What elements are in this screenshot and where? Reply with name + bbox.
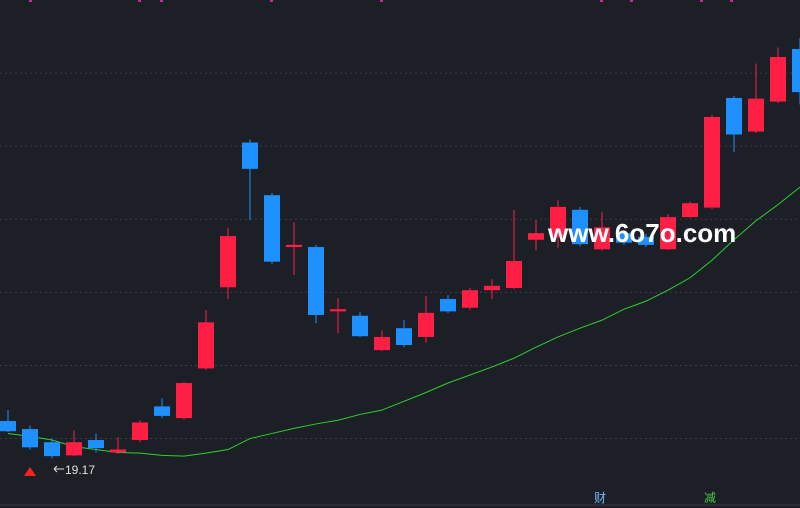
- candle-body: [726, 97, 742, 135]
- footer-label: 减: [704, 491, 716, 505]
- candle-body: [88, 440, 104, 449]
- candle-body: [220, 236, 236, 288]
- candle-body: [506, 260, 522, 288]
- ma-layer: [7, 186, 800, 457]
- ma-line: [7, 186, 800, 457]
- candle-body: [484, 285, 500, 291]
- candle-body: [792, 48, 800, 93]
- candle-body: [528, 233, 544, 240]
- candle-body: [704, 116, 720, 208]
- candle-body: [660, 217, 676, 250]
- candle-body: [132, 422, 148, 441]
- candle-body: [308, 247, 324, 316]
- candle-body: [242, 142, 258, 169]
- candle-body: [682, 203, 698, 218]
- candle-body: [638, 236, 654, 245]
- candle-body: [330, 309, 346, 312]
- watermark: www.6o7o.com: [547, 218, 736, 248]
- candle-body: [748, 98, 764, 132]
- candle-body: [572, 209, 588, 245]
- candle-body: [264, 195, 280, 262]
- candle-body: [22, 429, 38, 448]
- low-label: 19.17: [65, 463, 95, 477]
- footer-label: 财: [594, 491, 606, 505]
- candle-body: [396, 328, 412, 346]
- candles: [0, 38, 800, 459]
- candle-body: [594, 227, 610, 250]
- candle-body: [110, 449, 126, 453]
- candle-body: [286, 244, 302, 248]
- candle-body: [198, 322, 214, 369]
- low-marker: [24, 467, 36, 476]
- candle-body: [440, 298, 456, 312]
- candle-body: [154, 406, 170, 416]
- candle-body: [374, 336, 390, 351]
- candle-body: [66, 442, 82, 456]
- candle-body: [616, 233, 632, 243]
- candle-body: [352, 315, 368, 337]
- candle-body: [44, 442, 60, 457]
- candle-body: [462, 290, 478, 308]
- low-arrow: [53, 465, 64, 473]
- top-markers: [29, 0, 733, 2]
- candle-body: [0, 421, 16, 432]
- candle-body: [550, 206, 566, 237]
- candle-body: [770, 57, 786, 102]
- candle-body: [176, 383, 192, 419]
- candle-body: [418, 312, 434, 337]
